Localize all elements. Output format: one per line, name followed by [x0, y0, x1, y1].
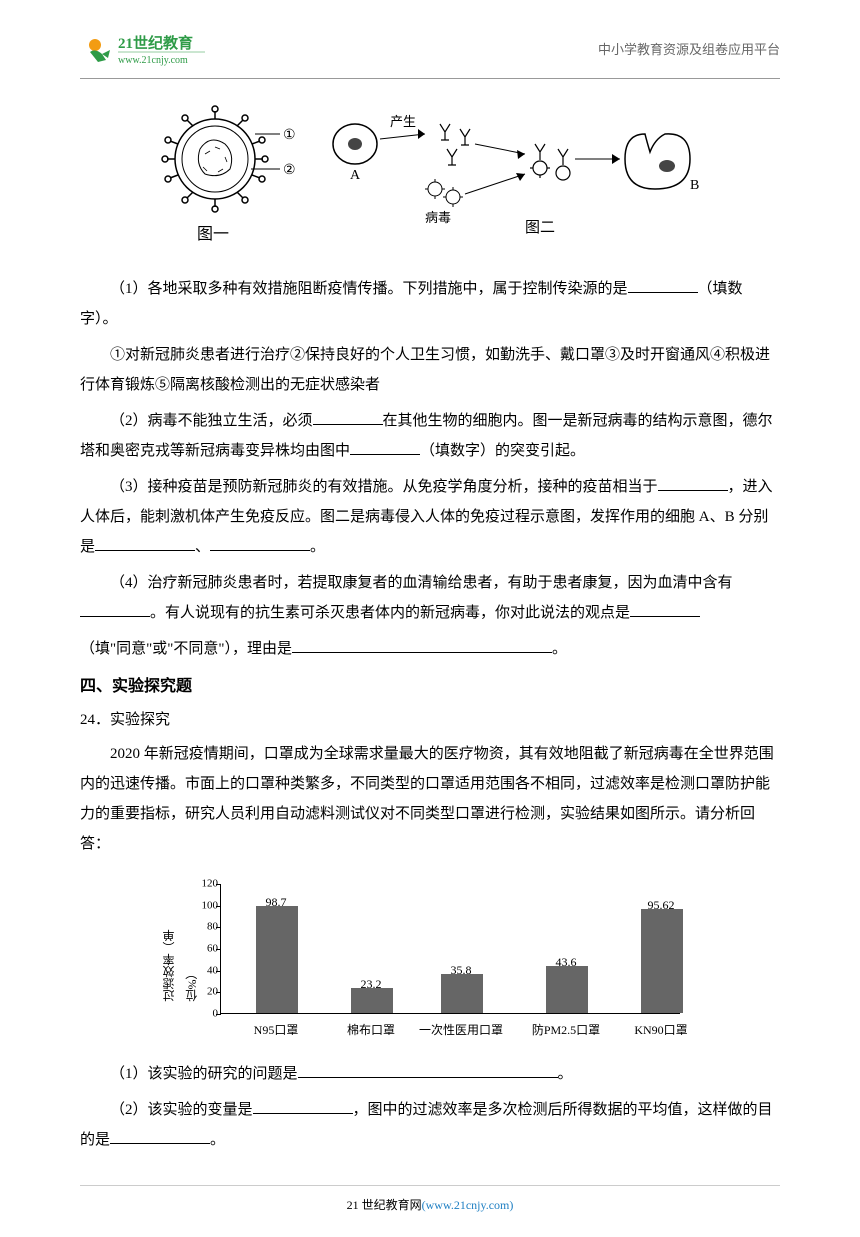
bar-value-label: 98.7	[266, 891, 287, 914]
blank	[210, 536, 310, 551]
cell-b-label: B	[690, 178, 699, 193]
blank	[313, 410, 383, 425]
logo-icon: 21世纪教育 www.21cnjy.com	[80, 30, 210, 70]
q4-part4: 。	[552, 641, 567, 657]
q3: （3）接种疫苗是预防新冠肺炎的有效措施。从免疫学角度分析，接种的疫苗相当于，进入…	[80, 472, 780, 562]
ytick-label: 40	[198, 960, 218, 981]
sub-q1-end: 。	[558, 1066, 573, 1082]
section4-heading: 四、实验探究题	[80, 672, 780, 702]
label-2: ②	[283, 163, 295, 178]
blank	[292, 638, 552, 653]
bar-category-label: 防PM2.5口罩	[532, 1019, 600, 1042]
q1-text: （1）各地采取多种有效措施阻断疫情传播。下列措施中，属于控制传染源的是	[110, 281, 628, 297]
bar-value-label: 95.62	[648, 894, 675, 917]
diagram2-caption: 图二	[525, 219, 555, 236]
blank	[253, 1099, 353, 1114]
immune-diagram: A 产生 病毒	[325, 104, 705, 244]
sub-q2-part1: （2）该实验的变量是	[110, 1102, 253, 1118]
blank	[658, 476, 728, 491]
svg-text:www.21cnjy.com: www.21cnjy.com	[118, 55, 188, 66]
chart-plot-area	[220, 884, 680, 1014]
blank	[298, 1063, 558, 1078]
bar-value-label: 43.6	[556, 951, 577, 974]
bar-category-label: 一次性医用口罩	[419, 1019, 503, 1042]
svg-text:21世纪教育: 21世纪教育	[118, 34, 193, 52]
q3-part1: （3）接种疫苗是预防新冠肺炎的有效措施。从免疫学角度分析，接种的疫苗相当于	[110, 479, 658, 495]
header-right-text: 中小学教育资源及组卷应用平台	[598, 38, 780, 63]
q2-part3: （填数字）的突变引起。	[420, 443, 585, 459]
yaxis-label: 过滤效率（单位%）	[158, 916, 204, 1001]
q3-part3: 、	[195, 539, 210, 555]
q2-part1: （2）病毒不能独立生活，必须	[110, 413, 313, 429]
bar-category-label: N95口罩	[254, 1019, 299, 1042]
diagram1-caption: 图一	[197, 226, 229, 243]
q1-options: ①对新冠肺炎患者进行治疗②保持良好的个人卫生习惯，如勤洗手、戴口罩③及时开窗通风…	[80, 340, 780, 400]
q24-intro: 2020 年新冠疫情期间，口罩成为全球需求量最大的医疗物资，其有效地阻截了新冠病…	[80, 739, 780, 859]
sub-q2: （2）该实验的变量是，图中的过滤效率是多次检测后所得数据的平均值，这样做的目的是…	[80, 1095, 780, 1155]
page-footer: 21 世纪教育网(www.21cnjy.com)	[80, 1185, 780, 1217]
q4-part2: 。有人说现有的抗生素可杀灭患者体内的新冠病毒，你对此说法的观点是	[150, 605, 630, 621]
page-header: 21世纪教育 www.21cnjy.com 中小学教育资源及组卷应用平台	[80, 30, 780, 79]
cell-a-label: A	[350, 168, 361, 183]
ytick-label: 60	[198, 938, 218, 959]
sub-q1-text: （1）该实验的研究的问题是	[110, 1066, 298, 1082]
label-1: ①	[283, 128, 295, 143]
blank	[80, 602, 150, 617]
sub-q2-part3: 。	[210, 1132, 225, 1148]
q1-intro: （1）各地采取多种有效措施阻断疫情传播。下列措施中，属于控制传染源的是（填数字）…	[80, 274, 780, 334]
blank	[628, 278, 698, 293]
blank	[110, 1129, 210, 1144]
blank	[95, 536, 195, 551]
chart-draw-area: 过滤效率（单位%） 020406080100120 98.7 N95口罩 23.2 棉…	[160, 874, 700, 1044]
produce-label: 产生	[390, 114, 416, 129]
ytick-label: 80	[198, 917, 218, 938]
diagram-row: ① ② 图一 A 产生 病毒	[80, 99, 780, 249]
q4-part3: （填"同意"或"不同意"），理由是	[80, 641, 292, 657]
virus-diagram: ① ② 图一	[155, 99, 295, 249]
q4-cont: （填"同意"或"不同意"），理由是 。	[80, 634, 780, 664]
sub-q1: （1）该实验的研究的问题是 。	[80, 1059, 780, 1089]
bar-chart: 过滤效率（单位%） 020406080100120 98.7 N95口罩 23.2 棉…	[80, 874, 780, 1044]
q4-part1: （4）治疗新冠肺炎患者时，若提取康复者的血清输给患者，有助于患者康复，因为血清中…	[110, 575, 733, 591]
footer-text2: (www.21cnjy.com)	[422, 1198, 514, 1212]
footer-text1: 21 世纪教育网	[347, 1198, 422, 1212]
ytick-label: 20	[198, 982, 218, 1003]
bar-value-label: 23.2	[361, 973, 382, 996]
bar	[256, 906, 298, 1013]
blank	[350, 440, 420, 455]
bar-category-label: 棉布口罩	[347, 1019, 395, 1042]
q4: （4）治疗新冠肺炎患者时，若提取康复者的血清输给患者，有助于患者康复，因为血清中…	[80, 568, 780, 628]
bar	[641, 909, 683, 1013]
q3-part4: 。	[310, 539, 325, 555]
ytick-label: 120	[198, 873, 218, 894]
logo-area: 21世纪教育 www.21cnjy.com	[80, 30, 210, 70]
q2: （2）病毒不能独立生活，必须在其他生物的细胞内。图一是新冠病毒的结构示意图，德尔…	[80, 406, 780, 466]
bar-category-label: KN90口罩	[634, 1019, 687, 1042]
blank	[630, 602, 700, 617]
virus-label: 病毒	[425, 210, 451, 225]
ytick-label: 100	[198, 895, 218, 916]
document-page: 21世纪教育 www.21cnjy.com 中小学教育资源及组卷应用平台	[0, 0, 860, 1237]
q24-num: 24．实验探究	[80, 706, 780, 735]
ytick-label: 0	[198, 1003, 218, 1024]
bar-value-label: 35.8	[451, 959, 472, 982]
